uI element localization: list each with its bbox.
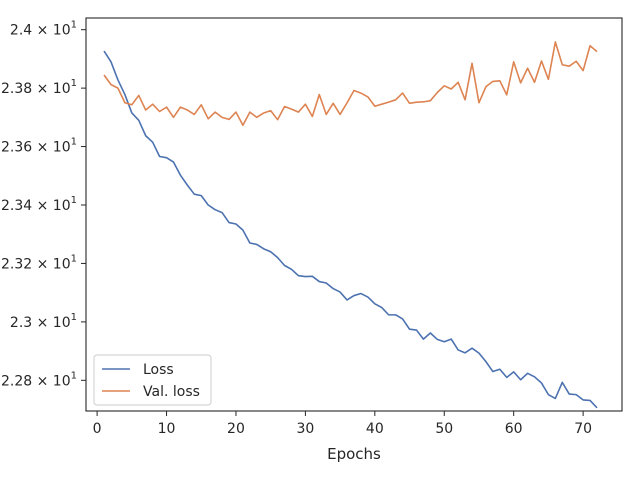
series-line-val-loss bbox=[103, 41, 598, 127]
y-axis-ticks: 2.28 × 101 2.3 × 101 2.32 × 101 2.34 × 101 2… bbox=[1, 20, 86, 389]
y-tick-label: 2.32 × 101 bbox=[1, 253, 77, 272]
legend: Loss Val. loss bbox=[93, 354, 212, 406]
x-tick-label: 10 bbox=[158, 421, 176, 437]
legend-label-val-loss: Val. loss bbox=[143, 384, 200, 400]
x-tick-label: 70 bbox=[574, 421, 592, 437]
legend-label-loss: Loss bbox=[143, 362, 174, 378]
x-tick-label: 50 bbox=[435, 421, 453, 437]
y-tick-label: 2.28 × 101 bbox=[1, 370, 77, 389]
legend-box bbox=[93, 354, 212, 406]
x-tick-label: 60 bbox=[505, 421, 523, 437]
plot-frame bbox=[85, 17, 623, 412]
x-tick-label: 20 bbox=[227, 421, 245, 437]
y-tick-label: 2.3 × 101 bbox=[10, 312, 77, 331]
y-tick-label: 2.36 × 101 bbox=[1, 137, 77, 156]
x-tick-label: 0 bbox=[93, 421, 102, 437]
x-axis-ticks: 0 10 20 30 40 50 60 70 bbox=[93, 411, 592, 437]
y-tick-label: 2.38 × 101 bbox=[1, 78, 77, 97]
x-axis-label: Epochs bbox=[327, 445, 381, 463]
y-tick-label: 2.4 × 101 bbox=[10, 20, 77, 39]
x-tick-label: 30 bbox=[296, 421, 314, 437]
y-tick-label: 2.34 × 101 bbox=[1, 195, 77, 214]
x-tick-label: 40 bbox=[366, 421, 384, 437]
series-line-loss bbox=[103, 50, 598, 409]
series-layer bbox=[103, 41, 598, 409]
